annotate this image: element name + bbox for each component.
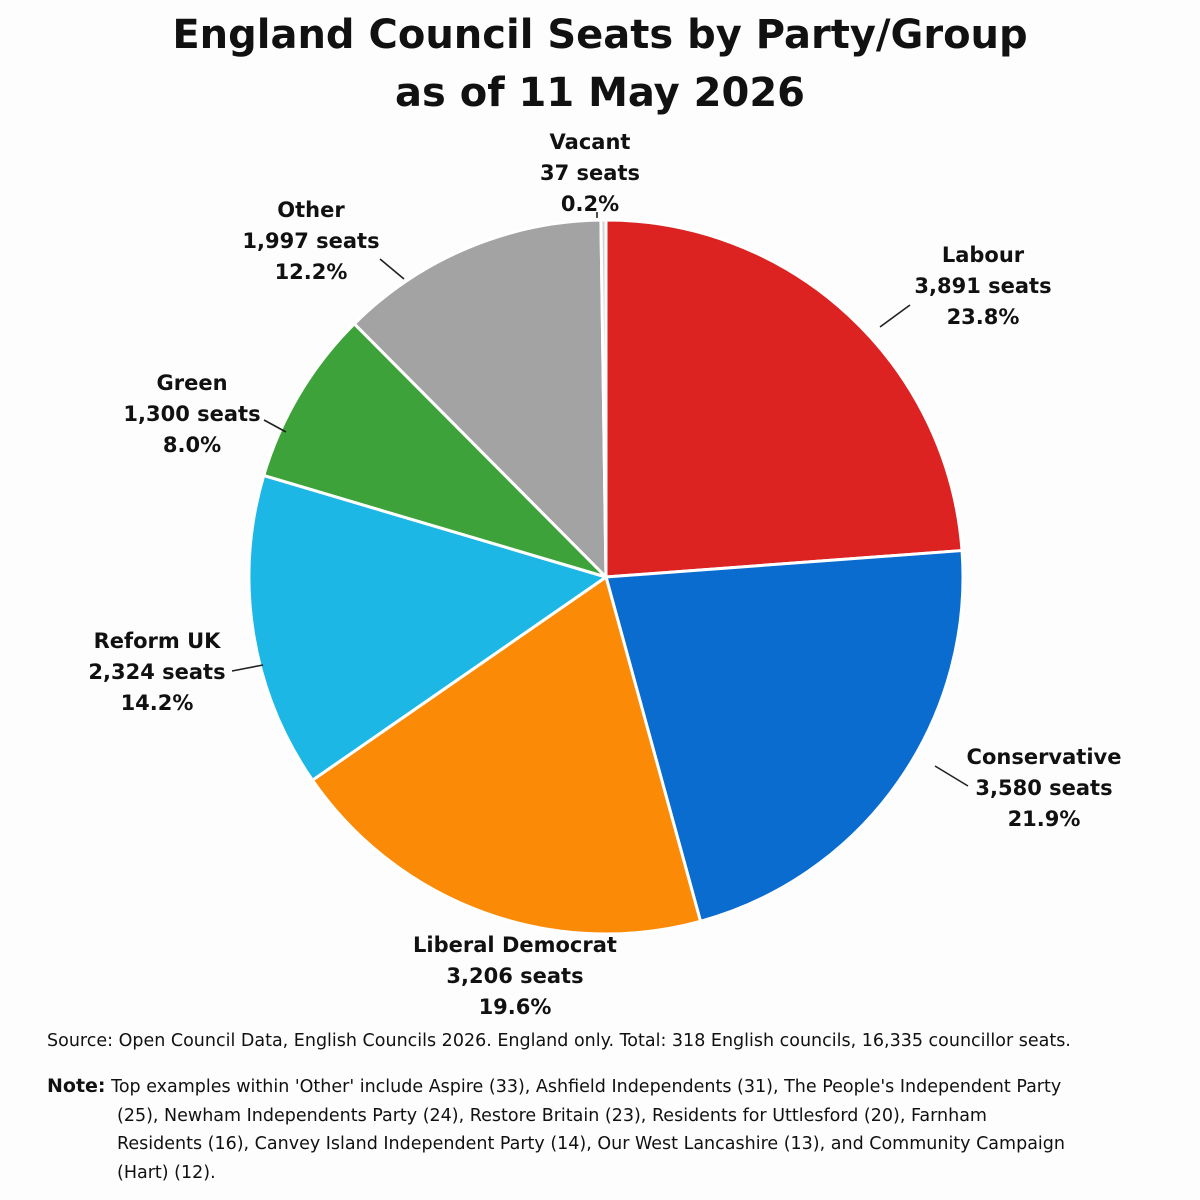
label-name-other: Other — [277, 198, 345, 222]
leader-line-other — [379, 258, 405, 280]
label-name-reform-uk: Reform UK — [94, 629, 222, 653]
label-percent-green: 8.0% — [163, 433, 221, 457]
pie-slice-liberal-democrat — [310, 574, 703, 936]
label-seats-conservative: 3,580 seats — [975, 776, 1112, 800]
label-seats-green: 1,300 seats — [123, 402, 260, 426]
chart-title-line-2: as of 11 May 2026 — [394, 70, 806, 116]
pie-slice-vacant — [599, 218, 608, 578]
leader-line-green — [263, 419, 287, 433]
pie-slices — [247, 218, 965, 936]
label-seats-labour: 3,891 seats — [914, 274, 1051, 298]
source-note: Source: Open Council Data, English Counc… — [47, 1031, 1071, 1051]
label-seats-liberal-democrat: 3,206 seats — [446, 964, 583, 988]
pie-slice-green — [261, 321, 608, 579]
label-percent-other: 12.2% — [275, 260, 348, 284]
leader-line-labour — [879, 304, 911, 328]
label-percent-vacant: 0.2% — [561, 192, 619, 216]
label-percent-conservative: 21.9% — [1008, 807, 1081, 831]
label-name-labour: Labour — [942, 243, 1025, 267]
leader-lines — [231, 212, 969, 787]
label-name-green: Green — [156, 371, 227, 395]
label-name-vacant: Vacant — [550, 130, 631, 154]
label-name-conservative: Conservative — [967, 745, 1122, 769]
label-percent-reform-uk: 14.2% — [121, 691, 194, 715]
leader-line-reform-uk — [231, 664, 264, 672]
label-percent-labour: 23.8% — [947, 305, 1020, 329]
label-percent-liberal-democrat: 19.6% — [479, 995, 552, 1019]
leader-line-conservative — [934, 765, 969, 787]
note-block: Note: Top examples within 'Other' includ… — [47, 1072, 1067, 1187]
label-seats-reform-uk: 2,324 seats — [88, 660, 225, 684]
pie-slice-labour — [604, 218, 964, 579]
label-seats-vacant: 37 seats — [540, 161, 640, 185]
label-seats-other: 1,997 seats — [242, 229, 379, 253]
label-name-liberal-democrat: Liberal Democrat — [413, 933, 617, 957]
note-text: Top examples within 'Other' include Aspi… — [111, 1077, 1065, 1183]
pie-slice-conservative — [604, 548, 965, 924]
chart-title-line-1: England Council Seats by Party/Group — [172, 12, 1028, 58]
slice-labels: Labour 3,891 seats 23.8% Conservative 3,580 … — [88, 130, 1121, 1019]
pie-slice-other — [352, 218, 608, 581]
note-label: Note: — [47, 1075, 106, 1097]
